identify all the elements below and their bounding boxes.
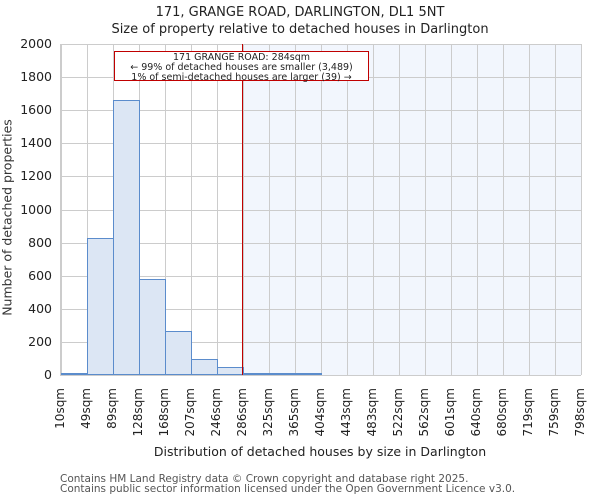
- horizontal-gridline: [61, 341, 581, 343]
- histogram-bar: [243, 373, 270, 375]
- footer-line-2: Contains public sector information licen…: [60, 483, 516, 495]
- horizontal-gridline: [61, 176, 581, 178]
- chart-title: 171, GRANGE ROAD, DARLINGTON, DL1 5NT: [155, 5, 445, 20]
- x-tick-label: 128sqm: [131, 388, 145, 437]
- annotation-line-1: 171 GRANGE ROAD: 284sqm: [172, 52, 311, 63]
- y-tick-label: 200: [28, 333, 52, 349]
- x-axis-label: Distribution of detached houses by size …: [153, 444, 487, 459]
- x-tick-label: 404sqm: [313, 388, 327, 437]
- annotation-box: 171 GRANGE ROAD: 284sqm ← 99% of detache…: [114, 51, 369, 83]
- x-tick-label: 89sqm: [105, 388, 119, 429]
- x-tick-label: 443sqm: [339, 388, 353, 437]
- histogram-bar: [191, 358, 218, 375]
- horizontal-gridline: [61, 209, 581, 211]
- x-tick-label: 562sqm: [417, 388, 431, 437]
- histogram-bar: [269, 373, 296, 375]
- histogram-bar: [217, 366, 244, 375]
- x-tick-label: 483sqm: [365, 388, 379, 437]
- x-tick-label: 207sqm: [183, 388, 197, 437]
- y-axis-label: Number of detached properties: [0, 119, 15, 316]
- horizontal-gridline: [61, 44, 581, 45]
- x-tick-label: 286sqm: [235, 388, 249, 437]
- y-tick-label: 1000: [20, 201, 52, 217]
- histogram-bar: [87, 237, 114, 375]
- x-tick-label: 759sqm: [547, 388, 561, 437]
- horizontal-gridline: [61, 375, 581, 376]
- horizontal-gridline: [61, 242, 581, 244]
- chart-subtitle: Size of property relative to detached ho…: [111, 22, 489, 37]
- histogram-bar: [61, 373, 88, 375]
- annotation-line-3: 1% of semi-detached houses are larger (3…: [131, 72, 352, 83]
- x-tick-label: 246sqm: [209, 388, 223, 437]
- x-tick-label: 719sqm: [521, 388, 535, 437]
- x-tick-label: 49sqm: [79, 388, 93, 429]
- horizontal-gridline: [61, 275, 581, 277]
- x-tick-label: 522sqm: [391, 388, 405, 437]
- x-tick-label: 10sqm: [53, 388, 67, 429]
- y-tick-label: 2000: [20, 36, 52, 51]
- x-tick-label: 798sqm: [573, 388, 587, 437]
- annotation-line-2: ← 99% of detached houses are smaller (3,…: [130, 62, 353, 73]
- histogram-bar: [139, 279, 166, 375]
- x-tick-label: 640sqm: [469, 388, 483, 437]
- plot-area: 171 GRANGE ROAD: 284sqm ← 99% of detache…: [60, 44, 582, 376]
- footer-line-1: Contains HM Land Registry data © Crown c…: [60, 473, 469, 485]
- y-tick-label: 600: [28, 267, 52, 283]
- horizontal-gridline: [61, 110, 581, 112]
- x-tick-label: 601sqm: [443, 388, 457, 437]
- y-tick-label: 1400: [20, 135, 52, 151]
- x-tick-label: 365sqm: [287, 388, 301, 437]
- y-tick-label: 400: [28, 300, 52, 316]
- y-tick-label: 800: [28, 234, 52, 250]
- horizontal-gridline: [61, 143, 581, 145]
- y-tick-label: 0: [44, 367, 52, 382]
- y-tick-label: 1600: [20, 102, 52, 118]
- vertical-gridline: [581, 44, 582, 375]
- histogram-bar: [295, 373, 322, 375]
- horizontal-gridline: [61, 308, 581, 310]
- y-tick-label: 1800: [20, 69, 52, 85]
- x-tick-label: 325sqm: [261, 388, 275, 437]
- histogram-bar: [165, 331, 192, 375]
- x-tick-label: 168sqm: [157, 388, 171, 437]
- x-tick-label: 680sqm: [495, 388, 509, 437]
- property-marker-line: [241, 44, 244, 375]
- histogram-bar: [113, 100, 140, 375]
- y-tick-label: 1200: [20, 168, 52, 184]
